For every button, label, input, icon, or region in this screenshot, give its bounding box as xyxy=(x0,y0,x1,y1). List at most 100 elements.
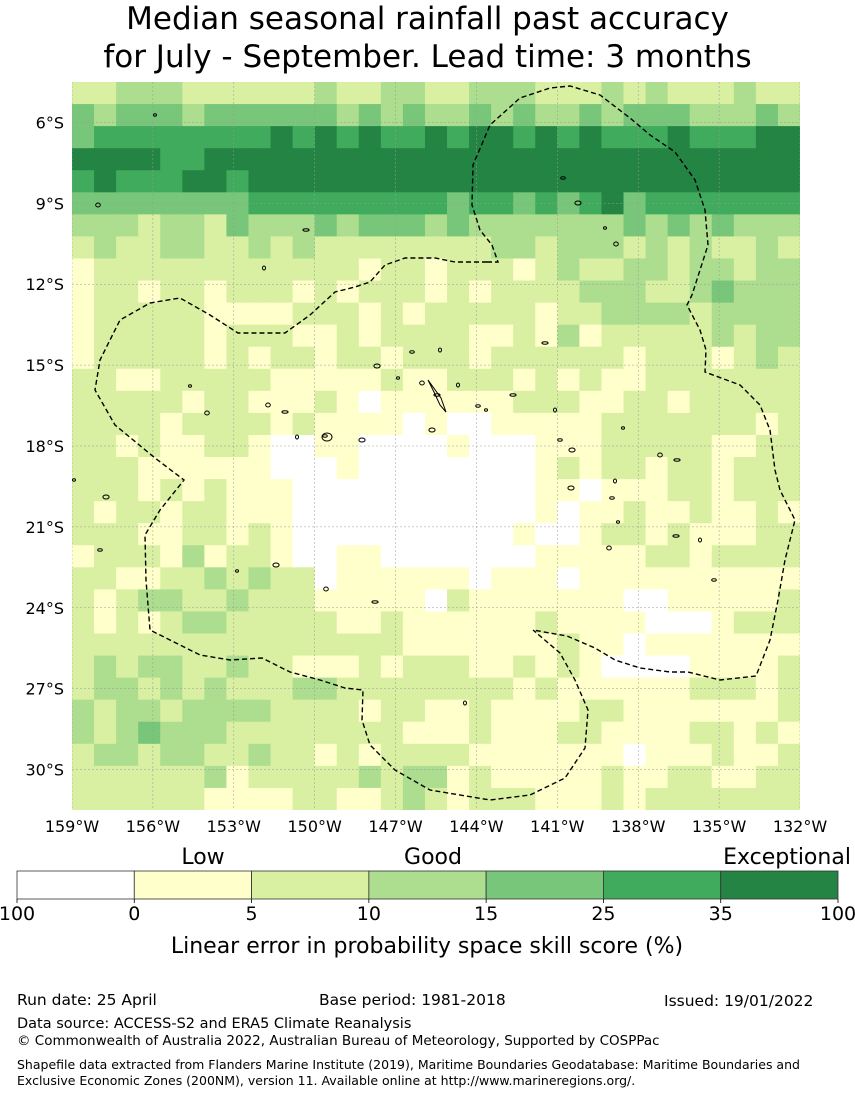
skill-cell xyxy=(248,258,272,282)
colorbar-tick-label: 100 xyxy=(0,903,35,925)
skill-cell xyxy=(579,765,603,789)
island-outline xyxy=(613,478,617,484)
skill-cell xyxy=(160,655,183,679)
skill-cell xyxy=(667,82,691,105)
skill-cell xyxy=(755,280,779,304)
skill-cell xyxy=(424,324,448,348)
skill-cell xyxy=(447,434,470,458)
skill-cell xyxy=(248,589,272,613)
island-outline xyxy=(616,520,620,524)
skill-cell xyxy=(138,611,161,635)
skill-cell xyxy=(314,545,338,568)
skill-cell xyxy=(314,699,338,723)
island-outline xyxy=(321,432,333,442)
skill-cell xyxy=(182,412,205,436)
skill-cell xyxy=(160,765,183,789)
skill-cell xyxy=(645,677,669,701)
skill-cell xyxy=(424,699,448,723)
skill-cell xyxy=(380,368,404,392)
skill-cell xyxy=(513,412,536,436)
skill-cell xyxy=(447,677,470,701)
skill-cell xyxy=(72,126,95,149)
skill-cell xyxy=(160,567,183,590)
skill-cell xyxy=(292,258,316,282)
skill-cell xyxy=(226,655,250,679)
skill-cell xyxy=(645,236,669,260)
skill-cell xyxy=(402,589,426,613)
skill-cell xyxy=(380,192,404,215)
skill-cell xyxy=(689,434,713,458)
skill-cell xyxy=(733,677,757,701)
skill-cell xyxy=(623,523,647,546)
skill-cell xyxy=(226,104,250,127)
skill-cell xyxy=(469,655,492,679)
skill-cell xyxy=(314,434,338,458)
skill-cell xyxy=(160,104,183,127)
skill-cell xyxy=(601,258,625,282)
skill-cell xyxy=(535,523,558,546)
skill-cell xyxy=(380,589,404,613)
skill-cell xyxy=(777,302,800,326)
skill-cell xyxy=(711,721,735,745)
skill-cell xyxy=(535,280,558,304)
skill-cell xyxy=(557,765,580,789)
skill-cell xyxy=(226,192,250,215)
skill-cell xyxy=(711,368,735,392)
skill-cell xyxy=(535,104,558,127)
skill-cell xyxy=(424,236,448,260)
skill-cell xyxy=(402,346,426,370)
island-outline xyxy=(262,265,266,271)
skill-cell xyxy=(777,346,800,370)
skill-cell xyxy=(424,346,448,370)
skill-cell xyxy=(116,501,139,524)
skill-cell xyxy=(447,743,470,767)
skill-cell xyxy=(226,126,250,149)
skill-cell xyxy=(755,589,779,613)
skill-cell xyxy=(513,148,536,171)
skill-cell xyxy=(689,501,713,524)
title-line-1: Median seasonal rainfall past accuracy xyxy=(126,1,729,37)
skill-cell xyxy=(689,82,713,105)
skill-cell xyxy=(226,148,250,171)
skill-cell xyxy=(292,390,316,414)
skill-cell xyxy=(777,412,800,436)
skill-cell xyxy=(72,434,95,458)
skill-cell xyxy=(160,148,183,171)
skill-cell xyxy=(579,633,603,657)
skill-cell xyxy=(182,743,205,767)
skill-cell xyxy=(689,412,713,436)
skill-cell xyxy=(292,368,316,392)
skill-cell xyxy=(535,346,558,370)
skill-cell xyxy=(755,743,779,767)
skill-cell xyxy=(667,567,691,590)
skill-cell xyxy=(645,479,669,502)
skill-cell xyxy=(689,743,713,767)
skill-cell xyxy=(402,633,426,657)
skill-cell xyxy=(755,368,779,392)
skill-cell xyxy=(182,302,205,326)
skill-cell xyxy=(204,412,228,436)
skill-cell xyxy=(160,677,183,701)
skill-cell xyxy=(601,545,625,568)
skill-cell xyxy=(336,214,360,238)
longitude-label: 153°W xyxy=(207,817,262,836)
skill-cell xyxy=(182,699,205,723)
skill-cell xyxy=(623,479,647,502)
skill-cell xyxy=(667,721,691,745)
skill-cell xyxy=(72,214,95,238)
skill-cell xyxy=(182,655,205,679)
skill-cell xyxy=(689,258,713,282)
skill-cell xyxy=(645,214,669,238)
skill-cell xyxy=(535,545,558,568)
skill-cell xyxy=(248,390,272,414)
skill-cell xyxy=(94,390,117,414)
skill-cell xyxy=(270,765,294,789)
skill-cell xyxy=(579,280,603,304)
skill-cell xyxy=(579,589,603,613)
skill-cell xyxy=(557,192,580,215)
island-outline xyxy=(698,537,702,543)
island-outline xyxy=(396,376,400,380)
skill-cell xyxy=(72,523,95,546)
skill-cell xyxy=(182,567,205,590)
skill-cell xyxy=(314,192,338,215)
